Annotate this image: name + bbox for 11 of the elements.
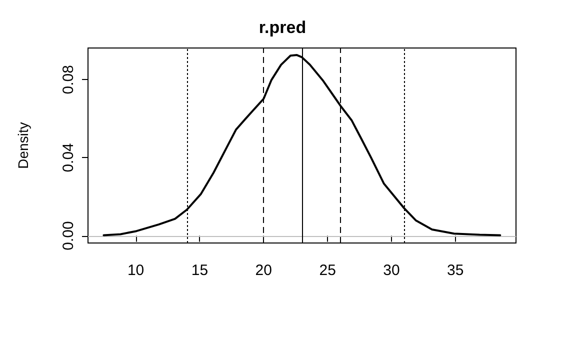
y-axis-title: Density (15, 122, 31, 169)
x-tick-label: 25 (319, 262, 336, 279)
x-tick-label: 35 (447, 262, 464, 279)
x-tick-label: 10 (127, 262, 144, 279)
y-tick-label: 0.08 (60, 65, 77, 94)
x-tick-label: 20 (255, 262, 272, 279)
x-tick-label: 15 (191, 262, 208, 279)
y-tick-label: 0.00 (60, 221, 77, 250)
x-tick-label: 30 (383, 262, 400, 279)
chart-title: r.pred (258, 18, 306, 37)
y-tick-label: 0.04 (60, 143, 77, 172)
